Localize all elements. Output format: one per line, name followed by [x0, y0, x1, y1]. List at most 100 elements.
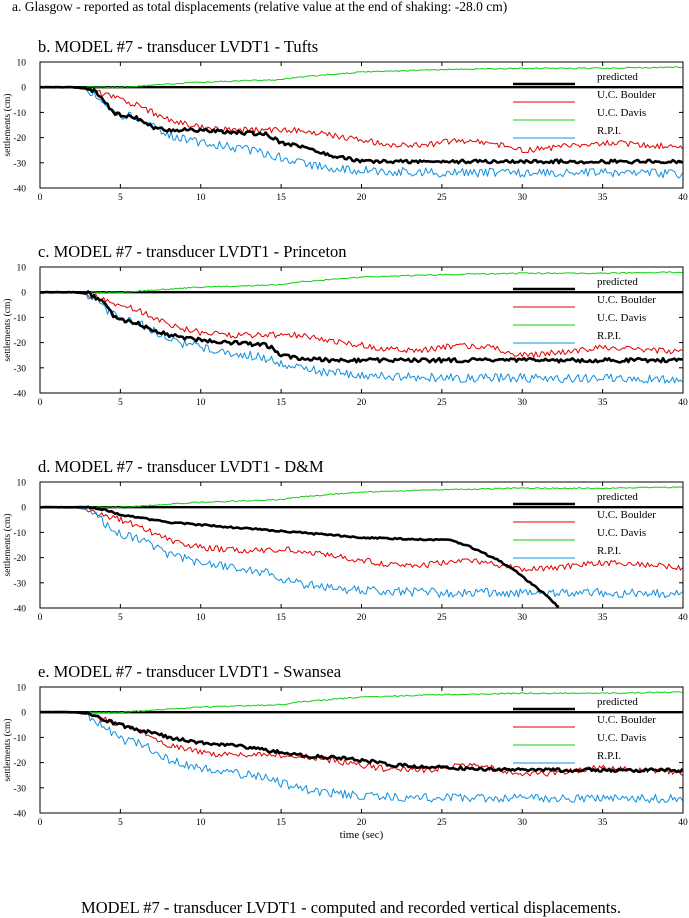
y-tick-label: -20	[13, 759, 26, 769]
series-line-predicted	[40, 85, 683, 165]
x-tick-label: 10	[196, 613, 206, 623]
x-tick-label: 0	[38, 818, 43, 828]
series-line-rpi	[40, 711, 683, 804]
x-tick-label: 20	[357, 398, 367, 408]
legend-label: predicted	[597, 276, 638, 288]
y-tick-label: 0	[21, 289, 26, 299]
series-line-predicted	[40, 505, 560, 608]
x-tick-label: 5	[118, 398, 123, 408]
legend-label: R.P.I.	[597, 750, 621, 762]
series-line-boulder	[40, 711, 683, 777]
x-tick-label: 40	[678, 613, 688, 623]
chart-panel-3: d. MODEL #7 - transducer LVDT1 - D&M 0 5 10…	[2, 457, 688, 623]
x-tick-label: 0	[38, 613, 43, 623]
series-line-rpi	[40, 506, 683, 599]
y-tick-label: -40	[13, 185, 26, 195]
y-tick-label: 10	[17, 684, 27, 694]
x-tick-label: 20	[357, 193, 367, 203]
chart-panels: b. MODEL #7 - transducer LVDT1 - Tufts 0 5…	[2, 37, 688, 841]
x-tick-label: 15	[276, 193, 286, 203]
y-tick-label: -40	[13, 390, 26, 400]
x-tick-label: 20	[357, 818, 367, 828]
x-tick-label: 35	[598, 193, 608, 203]
x-tick-label: 25	[437, 613, 447, 623]
x-tick-label: 35	[598, 818, 608, 828]
series-line-davis	[40, 486, 683, 509]
chart-panel-2: c. MODEL #7 - transducer LVDT1 - Princet…	[2, 242, 688, 408]
y-axis-label: settlements (cm)	[2, 513, 13, 576]
x-tick-label: 25	[437, 398, 447, 408]
panel-title: d. MODEL #7 - transducer LVDT1 - D&M	[38, 457, 324, 476]
legend-label: U.C. Davis	[597, 107, 646, 119]
legend-label: predicted	[597, 696, 638, 708]
series-group	[40, 271, 683, 384]
x-tick-label: 20	[357, 613, 367, 623]
series-group	[40, 486, 683, 608]
y-tick-label: 0	[21, 504, 26, 514]
y-tick-label: -10	[13, 314, 26, 324]
x-tick-label: 15	[276, 398, 286, 408]
series-line-rpi	[40, 86, 683, 179]
series-line-rpi	[40, 291, 683, 384]
x-tick-label: 0	[38, 398, 43, 408]
x-tick-label: 5	[118, 193, 123, 203]
series-line-davis	[40, 66, 683, 89]
y-tick-label: 0	[21, 709, 26, 719]
series-line-predicted	[40, 290, 683, 364]
x-tick-label: 10	[196, 818, 206, 828]
legend-label: U.C. Davis	[597, 732, 646, 744]
x-tick-label: 0	[38, 193, 43, 203]
x-tick-label: 40	[678, 193, 688, 203]
y-tick-label: -10	[13, 529, 26, 539]
x-tick-label: 10	[196, 398, 206, 408]
y-tick-label: -30	[13, 579, 26, 589]
x-axis-label: time (sec)	[340, 829, 384, 841]
x-tick-label: 35	[598, 398, 608, 408]
panel-title: b. MODEL #7 - transducer LVDT1 - Tufts	[38, 37, 318, 56]
panel-title: c. MODEL #7 - transducer LVDT1 - Princet…	[38, 242, 347, 261]
legend-label: R.P.I.	[597, 125, 621, 137]
figure-caption: MODEL #7 - transducer LVDT1 - computed a…	[81, 898, 621, 917]
legend-label: R.P.I.	[597, 330, 621, 342]
legend-label: U.C. Boulder	[597, 509, 656, 521]
x-tick-label: 5	[118, 818, 123, 828]
x-tick-label: 5	[118, 613, 123, 623]
x-tick-label: 35	[598, 613, 608, 623]
x-tick-label: 15	[276, 613, 286, 623]
legend-label: U.C. Davis	[597, 527, 646, 539]
legend-label: R.P.I.	[597, 545, 621, 557]
series-group	[40, 691, 683, 804]
x-tick-label: 15	[276, 818, 286, 828]
series-line-predicted	[40, 710, 683, 774]
x-tick-label: 10	[196, 193, 206, 203]
legend-label: U.C. Davis	[597, 312, 646, 324]
x-tick-label: 40	[678, 818, 688, 828]
x-tick-label: 30	[518, 818, 528, 828]
y-tick-label: 10	[17, 264, 27, 274]
y-tick-label: -40	[13, 605, 26, 615]
plot-frame	[39, 481, 684, 609]
series-line-davis	[40, 271, 683, 294]
chart-panel-4: e. MODEL #7 - transducer LVDT1 - Swansea…	[2, 662, 688, 841]
series-line-boulder	[40, 291, 683, 358]
y-tick-label: -20	[13, 554, 26, 564]
legend-label: U.C. Boulder	[597, 294, 656, 306]
y-tick-label: -20	[13, 134, 26, 144]
chart-panel-1: b. MODEL #7 - transducer LVDT1 - Tufts 0 5…	[2, 37, 688, 203]
y-tick-label: -20	[13, 339, 26, 349]
x-tick-label: 25	[437, 818, 447, 828]
y-tick-label: 10	[17, 59, 27, 69]
series-line-boulder	[40, 86, 683, 154]
legend-label: U.C. Boulder	[597, 89, 656, 101]
panel-title: e. MODEL #7 - transducer LVDT1 - Swansea	[38, 662, 342, 681]
x-tick-label: 25	[437, 193, 447, 203]
plot-frame	[39, 686, 684, 814]
y-tick-label: -30	[13, 784, 26, 794]
x-tick-label: 30	[518, 613, 528, 623]
legend-label: U.C. Boulder	[597, 714, 656, 726]
y-tick-label: -40	[13, 810, 26, 820]
x-tick-label: 40	[678, 398, 688, 408]
y-axis-label: settlements (cm)	[2, 93, 13, 156]
